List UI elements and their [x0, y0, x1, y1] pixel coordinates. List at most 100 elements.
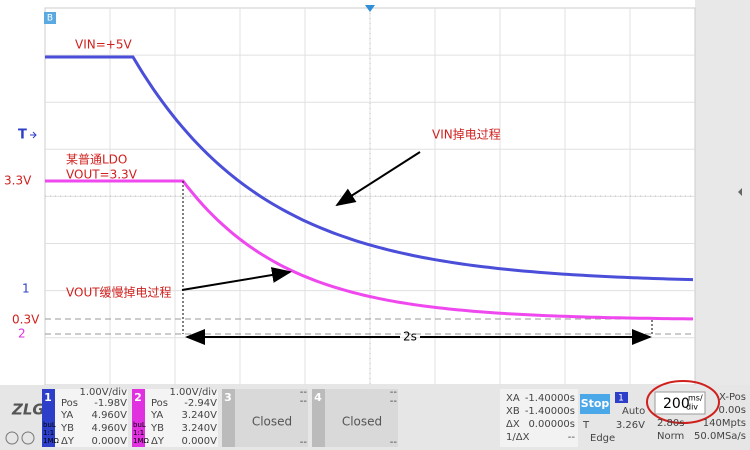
- status: Closed: [342, 415, 382, 429]
- trigger-level: 3.26V: [616, 420, 645, 431]
- yb-label: YB: [150, 423, 164, 434]
- ch1-marker: 1: [22, 282, 30, 296]
- side-arrow[interactable]: [738, 188, 742, 196]
- dy: 0.000V: [92, 436, 128, 447]
- vout-trace: [45, 179, 693, 321]
- pos-label: Pos: [61, 398, 78, 409]
- marker: B: [47, 14, 53, 24]
- trigger-arrow: [30, 131, 37, 139]
- ya: 4.960V: [92, 410, 128, 421]
- timebase-unit-bottom: div: [686, 403, 698, 412]
- vout-arrow: [181, 267, 292, 291]
- trigger-source: 1: [618, 394, 624, 404]
- trigger-mode: Auto: [622, 406, 645, 417]
- source-box: [615, 392, 628, 403]
- ratio: 1:1: [133, 429, 144, 437]
- scale: --: [300, 387, 308, 398]
- dy: --: [300, 437, 308, 448]
- xa: -1.40000s: [525, 393, 575, 404]
- vin-note: VIN掉电过程: [432, 127, 501, 142]
- pos: --: [300, 396, 308, 407]
- logo: ZLG: [11, 401, 45, 419]
- pos: -1.98V: [94, 398, 127, 409]
- timebase-box[interactable]: [654, 391, 706, 415]
- status: Closed: [252, 415, 292, 429]
- icon: [5, 431, 19, 445]
- channel-tab: [132, 389, 145, 447]
- coupling: buL: [43, 421, 56, 429]
- channel-number: 1: [44, 391, 52, 404]
- trigger-pos: [365, 5, 375, 12]
- xpos: 0.00s: [719, 405, 746, 416]
- inv: --: [568, 432, 576, 443]
- channel-box: [312, 389, 398, 447]
- coupling: buL: [133, 421, 146, 429]
- ldo-line1: 某普通LDO: [66, 153, 127, 167]
- channel-tab: [42, 389, 55, 447]
- length: 2.80s: [657, 418, 684, 429]
- ratio: 1:1: [43, 429, 54, 437]
- channel-number: 4: [314, 391, 322, 404]
- rate: 50.0MSa/s: [694, 431, 746, 442]
- xpos-label: X-Pos: [719, 392, 746, 403]
- channel-box: [222, 389, 308, 447]
- highlight: [646, 380, 720, 424]
- xb-label: XB: [506, 406, 520, 417]
- level-03: 0.3V: [12, 313, 40, 327]
- channel-number: 3: [224, 391, 232, 404]
- duration: 2s: [403, 330, 417, 344]
- ch2-marker: 2: [18, 327, 26, 341]
- channel-tab: [222, 389, 235, 447]
- scale: 1.00V/div: [169, 387, 217, 398]
- trigger-state: Stop: [581, 397, 610, 410]
- yb-label: YB: [60, 423, 74, 434]
- timebase: 200: [663, 396, 690, 412]
- ya-label: YA: [150, 410, 163, 421]
- xb: -1.40000s: [525, 406, 575, 417]
- vin-label: VIN=+5V: [75, 38, 132, 52]
- acq: Norm: [657, 431, 684, 442]
- dy: 0.000V: [182, 436, 218, 447]
- ya-label: YA: [60, 410, 73, 421]
- channel-box: [132, 389, 218, 447]
- scale: --: [390, 387, 398, 398]
- vout-note: VOUT缓慢掉电过程: [66, 285, 172, 300]
- trigger-marker: T: [18, 128, 27, 143]
- level-33: 3.3V: [4, 174, 32, 188]
- vin-trace: [45, 55, 694, 282]
- scale: 1.00V/div: [79, 387, 127, 398]
- dy: --: [390, 437, 398, 448]
- pos-label: Pos: [151, 398, 168, 409]
- icon: [21, 431, 35, 445]
- dy-label: ΔY: [61, 436, 75, 447]
- dx: 0.00000s: [528, 419, 575, 430]
- channel-box: [42, 389, 128, 447]
- t-label: T: [582, 420, 590, 431]
- inv-label: 1/ΔX: [506, 432, 530, 443]
- impedance: 1MΩ: [133, 437, 149, 445]
- yb: 4.960V: [92, 423, 128, 434]
- ldo-line2: VOUT=3.3V: [66, 168, 138, 182]
- pos: -2.94V: [184, 398, 217, 409]
- marker-box: [44, 12, 56, 24]
- vin-arrow: [335, 151, 421, 207]
- pos: --: [390, 396, 398, 407]
- timebase-unit-top: ms/: [688, 394, 703, 403]
- channel-number: 2: [134, 391, 142, 404]
- channel-tab: [312, 389, 325, 447]
- yb: 3.240V: [182, 423, 218, 434]
- dy-label: ΔY: [151, 436, 165, 447]
- stop-button[interactable]: [580, 394, 610, 414]
- trigger-type: Edge: [590, 433, 615, 444]
- cursor-box: [500, 389, 578, 447]
- ya: 3.240V: [182, 410, 218, 421]
- xa-label: XA: [506, 393, 520, 404]
- points: 140Mpts: [703, 418, 746, 429]
- impedance: 1MΩ: [43, 437, 59, 445]
- dx-label: ΔX: [506, 419, 520, 430]
